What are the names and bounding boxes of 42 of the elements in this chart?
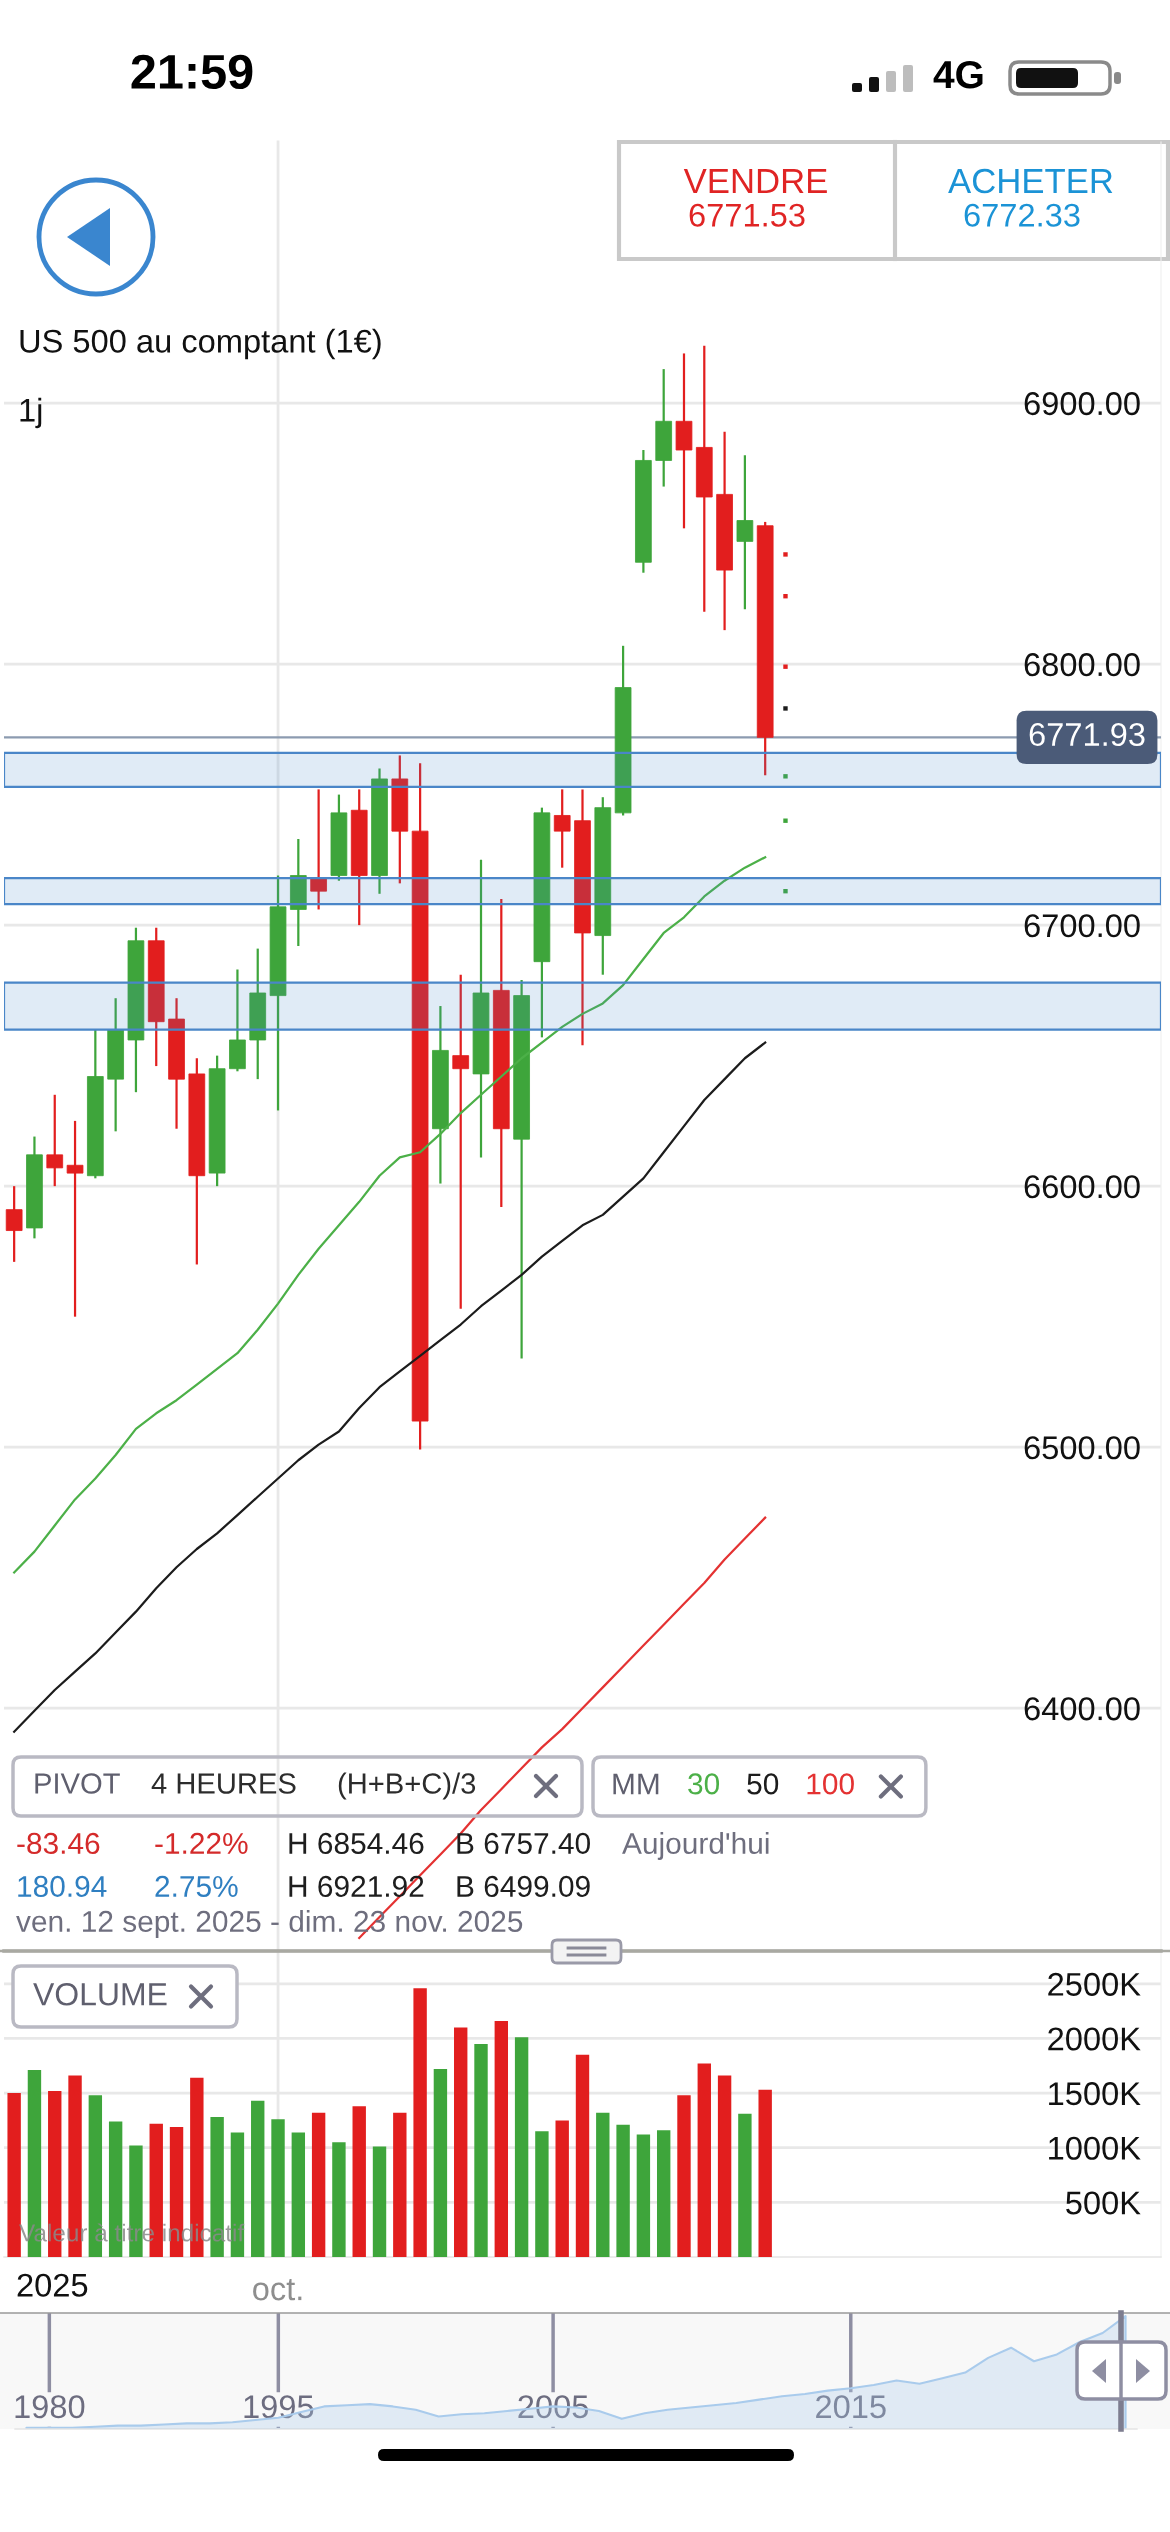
y-tick-label: 1500K bbox=[1049, 2082, 1141, 2106]
annotation: H 6854.46 bbox=[289, 1832, 424, 1855]
x-tick-label: oct. bbox=[253, 2278, 302, 2301]
y-tick-label: 6900.00 bbox=[1024, 392, 1140, 416]
y-tick-label: 6700.00 bbox=[1024, 914, 1140, 938]
annotation: 4 HEURES bbox=[151, 1773, 296, 1794]
text: 1j bbox=[20, 397, 42, 429]
annotation: -1.22% bbox=[155, 1832, 248, 1854]
y-tick-label: 2500K bbox=[1048, 1972, 1141, 1996]
annotation: VENDRE bbox=[683, 169, 827, 193]
x-tick-label: 2015 bbox=[816, 2395, 886, 2419]
y-tick-label: 6500.00 bbox=[1024, 1436, 1140, 1460]
annotation: Aujourd'hui bbox=[622, 1832, 769, 1860]
annotation: 2.75% bbox=[155, 1875, 238, 1898]
annotation: 6772.33 bbox=[964, 203, 1080, 227]
text: 50 bbox=[747, 1773, 779, 1795]
text: 4G bbox=[933, 60, 983, 89]
text: 100 bbox=[807, 1773, 854, 1795]
x-tick-label: 1995 bbox=[244, 2395, 314, 2419]
annotation: (H+B+C)/3 bbox=[338, 1772, 476, 1800]
text: 2025 bbox=[17, 2273, 88, 2297]
y-tick-label: 1000K bbox=[1049, 2136, 1141, 2160]
annotation: ACHETER bbox=[948, 168, 1113, 194]
y-tick-label: 6600.00 bbox=[1024, 1175, 1140, 1199]
y-tick-label: 500K bbox=[1066, 2191, 1141, 2215]
annotation: B 6499.09 bbox=[457, 1875, 590, 1898]
y-tick-label: 2000K bbox=[1048, 2027, 1141, 2051]
annotation: -83.46 bbox=[17, 1832, 100, 1855]
annotation: B 6757.40 bbox=[457, 1832, 590, 1855]
text: US 500 au comptant (1€) bbox=[20, 328, 381, 360]
legend-title: MM bbox=[613, 1773, 659, 1795]
ref-line-label: 6771.93 bbox=[1029, 723, 1145, 747]
text: VOLUME bbox=[33, 1982, 167, 2006]
text: 21:59 bbox=[131, 54, 253, 90]
x-tick-label: 1980 bbox=[15, 2395, 85, 2419]
text: 30 bbox=[688, 1773, 720, 1795]
annotation: PIVOT bbox=[35, 1773, 120, 1794]
y-tick-label: 6400.00 bbox=[1024, 1697, 1140, 1721]
annotation: 6771.53 bbox=[689, 203, 805, 227]
x-tick-label: 2005 bbox=[518, 2395, 589, 2419]
annotation: 180.94 bbox=[18, 1875, 107, 1898]
y-tick-label: 6800.00 bbox=[1024, 653, 1140, 677]
